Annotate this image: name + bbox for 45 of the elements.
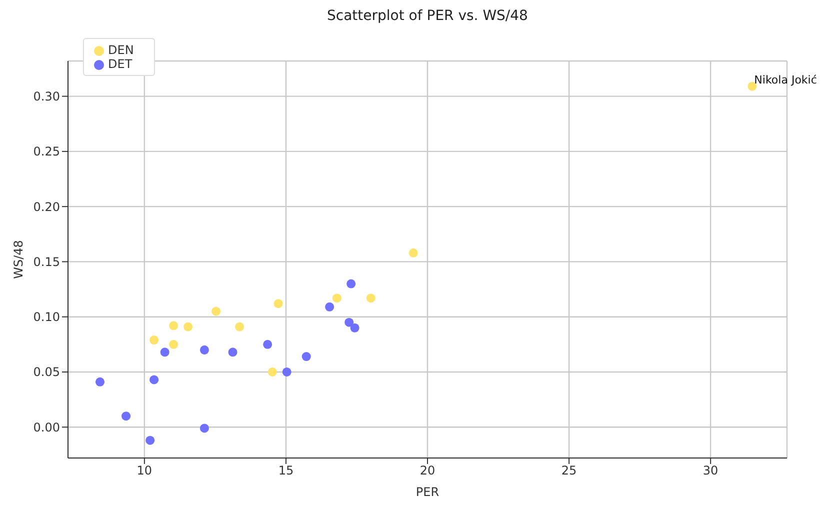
point <box>346 279 356 288</box>
point <box>228 348 238 357</box>
y-tick-label: 0.05 <box>33 365 60 380</box>
point <box>282 367 292 376</box>
x-tick-label: 10 <box>136 464 152 478</box>
point <box>748 82 757 91</box>
point <box>95 377 104 386</box>
y-tick-label: 0.20 <box>33 200 60 214</box>
chart-title: Scatterplot of PER vs. WS/48 <box>326 8 529 24</box>
point <box>150 375 159 384</box>
point <box>235 322 244 332</box>
x-axis-title: PER <box>416 485 440 499</box>
x-tick-label: 15 <box>278 464 294 478</box>
x-tick-label: 20 <box>420 464 436 478</box>
y-tick-label: 0.15 <box>33 254 60 269</box>
point <box>212 306 221 316</box>
point <box>332 294 342 303</box>
x-tick-label: 25 <box>561 464 577 478</box>
legend-label: DEN <box>108 43 134 57</box>
point <box>169 321 178 330</box>
point <box>146 436 155 445</box>
point <box>350 323 360 332</box>
y-tick-label: 0.00 <box>33 420 60 434</box>
legend-label: DET <box>108 57 132 71</box>
point <box>325 302 334 312</box>
y-tick-label: 0.10 <box>33 310 60 324</box>
point <box>302 352 311 362</box>
point <box>122 412 131 421</box>
y-tick-label: 0.30 <box>33 90 60 104</box>
point <box>169 340 178 349</box>
point <box>160 348 170 357</box>
point <box>274 299 283 308</box>
y-tick-label: 0.25 <box>33 144 60 159</box>
point <box>408 248 418 258</box>
y-axis-title: WS/48 <box>11 240 26 279</box>
point <box>366 294 376 303</box>
x-tick-label: 30 <box>702 464 718 478</box>
point <box>268 367 277 376</box>
point <box>150 336 159 345</box>
point <box>263 340 272 349</box>
point <box>200 424 209 433</box>
annotation: Nikola Jokić <box>754 73 817 86</box>
point <box>344 318 354 327</box>
point <box>200 345 209 354</box>
point <box>184 322 193 332</box>
